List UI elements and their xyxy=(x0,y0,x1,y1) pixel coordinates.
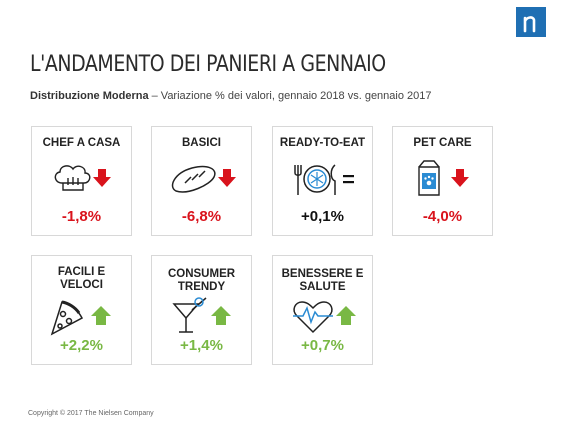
card-value: -4,0% xyxy=(422,208,463,225)
card-ready-to-eat: READY-TO-EAT +0,1% xyxy=(272,126,373,236)
page-title: L'ANDAMENTO DEI PANIERI A GENNAIO xyxy=(30,52,386,77)
card-label: BENESSERE E SALUTE xyxy=(281,268,364,293)
trend-down-arrow-icon xyxy=(218,169,236,187)
card-value: +0,7% xyxy=(301,337,344,354)
heart-pulse-icon xyxy=(293,301,333,334)
cocktail-icon xyxy=(172,297,207,333)
card-pet-care: PET CARE -4,0% xyxy=(392,126,493,236)
card-facili-e-veloci: FACILI E VELOCI +2,2% xyxy=(31,255,132,365)
trend-down-arrow-icon xyxy=(451,169,469,187)
page-subtitle: Distribuzione Moderna – Variazione % dei… xyxy=(30,90,432,102)
card-icon-area xyxy=(32,157,131,203)
card-benessere-e-salute: BENESSERE E SALUTE +0,7% xyxy=(272,255,373,365)
card-icon-area xyxy=(152,157,251,203)
card-value: -6,8% xyxy=(181,208,222,225)
card-icon-area xyxy=(32,294,131,340)
trend-down-arrow-icon xyxy=(93,169,111,187)
subtitle-rest: – Variazione % dei valori, gennaio 2018 … xyxy=(148,90,432,102)
subtitle-bold: Distribuzione Moderna xyxy=(30,90,149,102)
card-consumer-trendy: CONSUMER TRENDY +1,4% xyxy=(151,255,252,365)
trend-equal-icon xyxy=(343,175,354,184)
chef-hat-icon xyxy=(54,165,91,191)
card-label: CONSUMER TRENDY xyxy=(167,268,236,293)
trend-up-arrow-icon xyxy=(91,306,111,325)
pizza-slice-icon xyxy=(50,300,83,336)
card-value: +2,2% xyxy=(60,337,103,354)
card-value: +1,4% xyxy=(180,337,223,354)
trend-up-arrow-icon xyxy=(211,306,231,325)
nielsen-logo xyxy=(516,7,546,37)
card-label: CHEF A CASA xyxy=(42,137,121,149)
card-chef-a-casa: CHEF A CASA -1,8% xyxy=(31,126,132,236)
copyright-footer: Copyright © 2017 The Nielsen Company xyxy=(28,410,154,417)
pet-food-icon xyxy=(418,160,440,196)
card-label: PET CARE xyxy=(413,137,472,149)
bread-icon xyxy=(171,165,216,193)
card-icon-area xyxy=(273,157,372,203)
cutlery-plate-icon xyxy=(294,164,336,195)
card-value: -1,8% xyxy=(61,208,102,225)
card-basici: BASICI -6,8% xyxy=(151,126,252,236)
card-label: FACILI E VELOCI xyxy=(57,266,106,291)
card-label: BASICI xyxy=(182,137,221,149)
card-label: READY-TO-EAT xyxy=(279,137,366,149)
trend-up-arrow-icon xyxy=(336,306,356,325)
card-icon-area xyxy=(273,294,372,340)
card-value: +0,1% xyxy=(301,208,344,225)
card-icon-area xyxy=(393,157,492,203)
card-icon-area xyxy=(152,294,251,340)
